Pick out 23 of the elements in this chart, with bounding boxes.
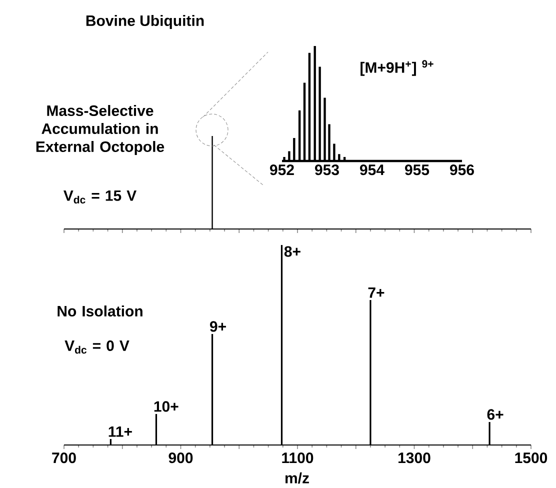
annotation: 6+ bbox=[487, 409, 504, 420]
annotation: 8+ bbox=[284, 246, 300, 257]
x-tick-label: 952 bbox=[270, 164, 294, 176]
annotation: Mass-Selective Accumulation in External Octopole bbox=[36, 105, 164, 155]
annotation: 11+ bbox=[108, 426, 132, 437]
chart-title: Bovine Ubiquitin bbox=[86, 15, 204, 29]
x-tick-label: 956 bbox=[450, 164, 474, 176]
x-tick-label: 954 bbox=[360, 164, 384, 176]
x-tick-label: 1500 bbox=[515, 452, 548, 464]
annotation: 10+ bbox=[154, 401, 178, 412]
x-axis-title: m/z bbox=[285, 472, 309, 484]
annotation: 9+ bbox=[210, 321, 226, 332]
x-tick-label: 700 bbox=[52, 452, 76, 464]
annotation: V$_{dc}$ = 15 V bbox=[64, 190, 136, 204]
x-tick-label: 1300 bbox=[398, 452, 430, 464]
annotation: V$_{dc}$ = 0 V bbox=[64, 340, 130, 354]
x-tick-label: 953 bbox=[315, 164, 339, 176]
x-tick-label: 1100 bbox=[282, 452, 314, 464]
annotation: [M+9H$^{+}$] $^{9+}$ bbox=[360, 60, 434, 76]
x-tick-label: 955 bbox=[405, 164, 430, 176]
x-tick-label: 900 bbox=[168, 452, 193, 464]
annotation: 7+ bbox=[368, 287, 384, 298]
annotation: No Isolation bbox=[58, 305, 142, 316]
